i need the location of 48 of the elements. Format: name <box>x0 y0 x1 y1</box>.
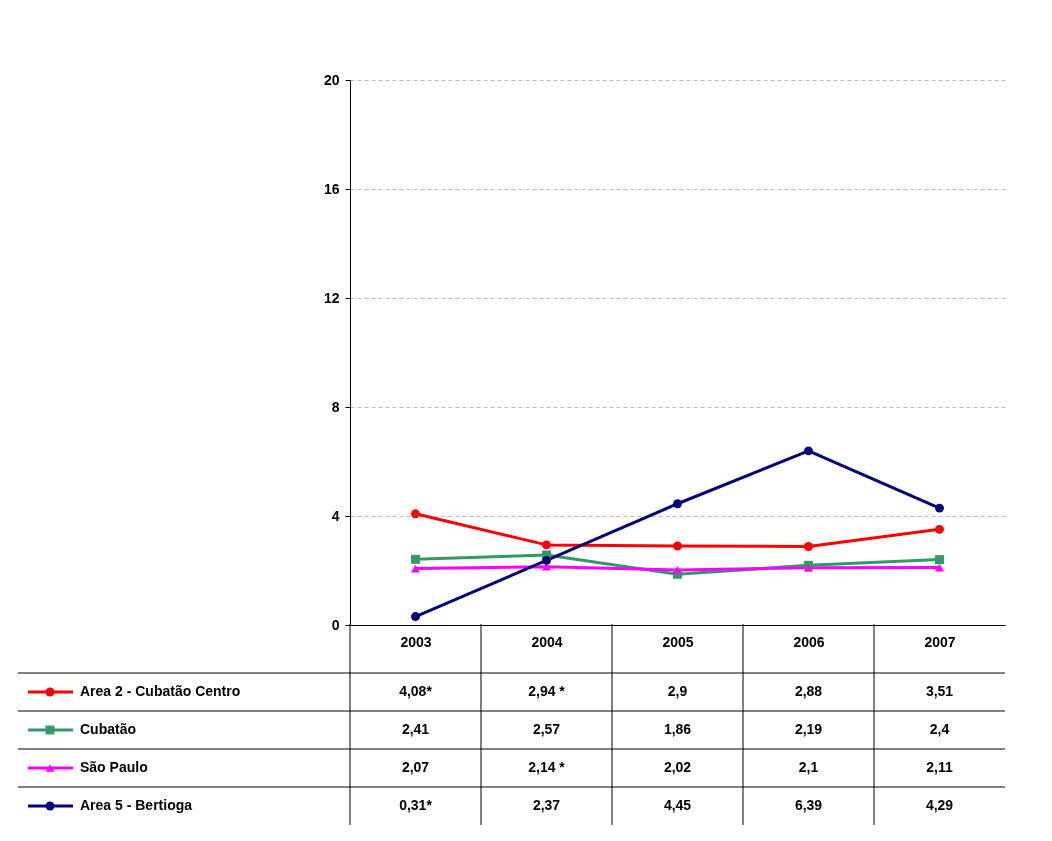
data-label: 6,39 <box>794 797 823 813</box>
x-tick-label: 2006 <box>793 633 825 650</box>
point <box>411 554 420 564</box>
point <box>804 446 813 456</box>
legend-label: São Paulo <box>80 759 148 775</box>
data-label: 2,11 <box>926 759 953 775</box>
data-label: 4,29 <box>925 797 954 813</box>
x-tick-label: 2003 <box>400 633 432 650</box>
point <box>935 503 944 513</box>
data-label: 4,08* <box>399 683 433 699</box>
point <box>411 509 420 519</box>
data-label: 2,02 <box>663 759 692 775</box>
data-label: 2,07 <box>401 759 430 775</box>
point <box>411 612 420 622</box>
data-label: 1,86 <box>663 721 692 737</box>
y-tick-label: 4 <box>331 507 340 524</box>
data-label: 2,57 <box>532 721 561 737</box>
y-tick-label: 0 <box>331 616 340 633</box>
y-tick-label: 16 <box>323 180 340 197</box>
point <box>804 542 813 551</box>
point <box>673 566 682 574</box>
y-tick-label: 12 <box>323 289 340 306</box>
y-tick-label: 8 <box>331 398 340 415</box>
point <box>542 540 551 550</box>
legend-label: Area 2 - Cubatão Centro <box>80 683 241 699</box>
data-label: 4,45 <box>663 797 692 813</box>
y-tick-label: 20 <box>323 71 340 88</box>
x-tick-label: 2007 <box>924 633 956 650</box>
data-label: 2,1 <box>798 759 819 775</box>
point <box>542 555 551 565</box>
legend-label: Area 5 - Bertioga <box>80 797 193 813</box>
point <box>935 524 944 534</box>
legend-label: Cubatão <box>80 721 136 737</box>
point <box>673 499 682 509</box>
data-label: 2,4 <box>929 721 950 737</box>
data-label: 3,51 <box>925 683 954 699</box>
point <box>935 555 944 565</box>
data-label: 2,37 <box>532 797 561 813</box>
data-label: 2,9 <box>667 683 688 699</box>
x-tick-label: 2005 <box>662 633 694 650</box>
data-label: 2,41 <box>401 721 430 737</box>
data-label: 2,88 <box>794 683 823 699</box>
data-label: 2,94 * <box>528 683 566 699</box>
data-label: 0,31* <box>399 797 433 813</box>
x-tick-label: 2004 <box>531 633 563 650</box>
data-label: 2,14 * <box>528 759 566 775</box>
data-label: 2,19 <box>794 721 823 737</box>
point <box>673 541 682 551</box>
